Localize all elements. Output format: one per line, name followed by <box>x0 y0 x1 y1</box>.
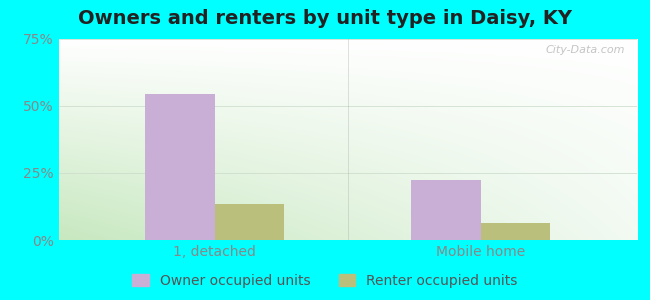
Bar <box>481 223 550 240</box>
Bar <box>146 94 214 240</box>
Text: Owners and renters by unit type in Daisy, KY: Owners and renters by unit type in Daisy… <box>78 9 572 28</box>
Text: City-Data.com: City-Data.com <box>546 45 625 55</box>
Bar <box>411 180 481 240</box>
Legend: Owner occupied units, Renter occupied units: Owner occupied units, Renter occupied un… <box>127 268 523 293</box>
Bar <box>214 204 284 240</box>
